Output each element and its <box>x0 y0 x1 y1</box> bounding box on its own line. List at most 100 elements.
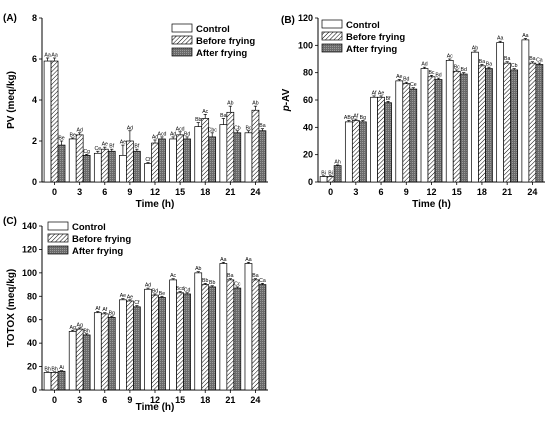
y-tick-label: 4 <box>32 95 37 105</box>
bar <box>183 138 191 183</box>
x-tick-label: 0 <box>328 187 333 197</box>
significance-label: Ac <box>447 54 453 60</box>
significance-label: Cbc <box>208 127 218 133</box>
significance-label: Ce <box>410 82 417 88</box>
bar <box>233 287 242 391</box>
bar <box>208 286 217 391</box>
significance-label: Bb <box>195 117 201 123</box>
y-axis-title: PV (meq/kg) <box>6 71 17 129</box>
legend-label: Control <box>346 20 380 31</box>
legend-swatch <box>321 19 343 29</box>
significance-label: Af <box>102 307 107 313</box>
significance-label: Ba <box>227 273 233 279</box>
bar <box>395 80 404 183</box>
bar <box>194 272 203 391</box>
significance-label: Ba <box>486 62 492 68</box>
y-axis-title: TOTOX (meq/kg) <box>6 269 17 348</box>
x-tick-label: 6 <box>379 187 384 197</box>
significance-label: Ab <box>227 101 233 107</box>
bar <box>251 109 260 183</box>
bar <box>358 121 367 183</box>
significance-label: Ah <box>334 159 340 165</box>
significance-label: Aa <box>44 52 50 58</box>
x-tick-label: 21 <box>502 187 512 197</box>
significance-label: Aa <box>497 36 503 42</box>
bar <box>75 328 84 391</box>
bar <box>126 140 134 183</box>
y-tick-label: 20 <box>27 362 37 372</box>
significance-label: Ab <box>195 266 201 272</box>
legend-swatch <box>171 35 193 45</box>
significance-label: Cf <box>145 157 151 163</box>
x-tick-label: 15 <box>175 187 185 197</box>
significance-label: Bd <box>184 131 190 137</box>
significance-label: Ca <box>259 278 266 284</box>
y-axis-title: p-AV <box>281 88 292 112</box>
significance-label: Af <box>372 90 377 96</box>
bar <box>100 148 109 183</box>
bar <box>528 62 537 183</box>
x-tick-label: 3 <box>77 395 82 405</box>
bar <box>226 111 235 183</box>
legend-swatch <box>47 221 69 231</box>
significance-label: Bg <box>360 115 366 121</box>
significance-label: Bb <box>209 280 215 286</box>
legend-label: Before frying <box>72 234 131 245</box>
bar <box>452 70 461 183</box>
bar <box>151 142 159 183</box>
bar <box>82 334 91 391</box>
significance-label: Aa <box>220 257 226 263</box>
bar <box>485 68 493 183</box>
bar <box>427 76 436 183</box>
bar <box>503 62 512 183</box>
bar <box>420 68 429 183</box>
significance-label: Ae <box>120 293 126 299</box>
bar <box>201 284 210 391</box>
bar <box>126 300 134 391</box>
bar <box>471 51 479 183</box>
significance-label: Be <box>58 136 64 142</box>
bar <box>57 144 66 183</box>
significance-label: Ba <box>259 123 265 129</box>
significance-label: Bi <box>321 170 326 176</box>
significance-label: Ba <box>504 56 510 62</box>
bar <box>478 65 486 183</box>
significance-label: Aa <box>522 33 528 39</box>
significance-label: Ad <box>145 283 151 289</box>
bar <box>119 299 127 391</box>
bar <box>119 155 127 183</box>
y-tick-label: 0 <box>32 385 37 395</box>
bar <box>158 297 166 391</box>
y-tick-label: 120 <box>22 244 37 254</box>
x-tick-label: 18 <box>200 187 210 197</box>
significance-label: Ad <box>127 125 133 131</box>
bar <box>107 150 116 183</box>
legend-swatch <box>321 31 343 41</box>
significance-label: Ac <box>202 109 208 115</box>
significance-label: Bb <box>202 278 208 284</box>
bar <box>50 372 59 391</box>
significance-label: Ag <box>70 325 76 331</box>
bar <box>445 60 454 183</box>
significance-label: Ae <box>396 74 402 80</box>
legend-swatch <box>171 23 193 33</box>
bar <box>176 292 184 391</box>
x-tick-label: 15 <box>175 395 185 405</box>
bar <box>409 88 418 183</box>
x-tick-label: 6 <box>102 395 107 405</box>
bar <box>459 73 468 183</box>
bar <box>144 288 152 391</box>
bar <box>258 284 267 391</box>
x-axis-title: Time (h) <box>136 199 175 210</box>
significance-label: Af <box>353 114 358 120</box>
significance-label: Aa <box>51 52 57 58</box>
y-tick-label: 20 <box>303 150 313 160</box>
significance-label: Be <box>70 132 76 138</box>
x-axis-title: Time (h) <box>412 199 451 210</box>
significance-label: Cd <box>184 287 191 293</box>
